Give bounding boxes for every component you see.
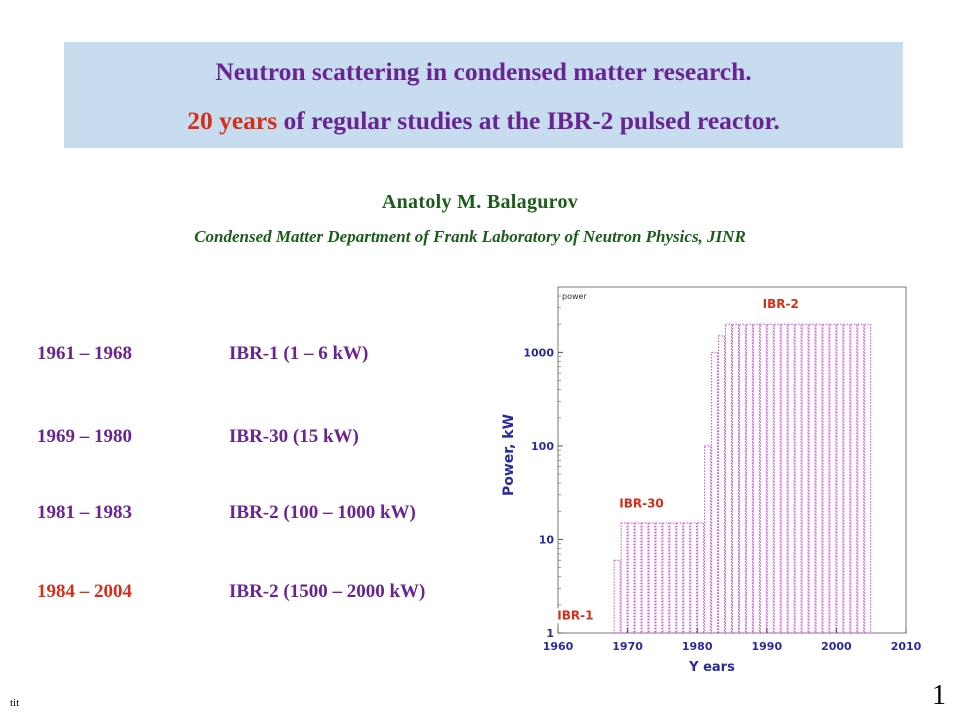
y-tick-label: 10: [539, 533, 555, 546]
chart-bar: [822, 323, 830, 634]
chart-bar: [759, 323, 767, 634]
timeline-reactor: IBR-2 (1500 – 2000 kW): [229, 581, 426, 602]
chart-bar: [766, 323, 774, 634]
chart-bar: [613, 559, 621, 634]
chart-bar: [704, 445, 712, 634]
chart-bar: [718, 335, 726, 634]
chart-bar: [669, 522, 677, 634]
chart-bar: [787, 323, 795, 634]
chart-bar: [815, 323, 823, 634]
chart-bar: [690, 522, 698, 634]
chart-bar: [843, 323, 851, 634]
timeline-years: 1961 – 1968: [37, 343, 132, 364]
timeline-reactor: IBR-1 (1 – 6 kW): [229, 343, 369, 364]
chart-bar: [634, 522, 642, 634]
title-highlight: 20 years: [187, 106, 278, 135]
chart-bar: [662, 522, 670, 634]
x-tick-label: 1990: [751, 640, 782, 653]
title-line-1: Neutron scattering in condensed matter r…: [215, 57, 752, 86]
x-tick-label: 2010: [891, 640, 922, 653]
chart-bar: [711, 351, 719, 634]
title-line-2: 20 years of regular studies at the IBR-2…: [64, 106, 903, 136]
timeline-years: 1969 – 1980: [37, 426, 132, 447]
chart-annotation: IBR-30: [619, 496, 664, 510]
chart-bar: [738, 323, 746, 634]
chart-annotation: IBR-2: [763, 297, 799, 311]
timeline-reactor: IBR-2 (100 – 1000 kW): [229, 502, 416, 523]
chart-bar: [627, 522, 635, 634]
chart-bar: [732, 323, 739, 634]
timeline-years: 1981 – 1983: [37, 502, 132, 523]
x-axis-label: Y ears: [688, 660, 735, 675]
chart-bar: [857, 323, 865, 634]
x-tick-label: 1960: [543, 640, 574, 653]
annotation-background: [614, 496, 670, 512]
chart-bar: [683, 522, 691, 634]
chart-bar: [836, 323, 844, 634]
chart-corner-label: power: [562, 292, 587, 301]
title-banner: Neutron scattering in condensed matter r…: [64, 42, 903, 148]
chart-bar: [864, 323, 872, 634]
chart-annotation: IBR-1: [557, 608, 593, 622]
affiliation: Condensed Matter Department of Frank Lab…: [194, 227, 746, 246]
chart-bar: [745, 323, 753, 634]
footer-label: tit: [10, 697, 20, 709]
power-chart: 1960 1970 1980 1990 2000 2010 1 10 100 1000 power Y…: [501, 286, 922, 675]
timeline-reactor: IBR-30 (15 kW): [229, 426, 359, 447]
x-tick-label: 2000: [821, 640, 852, 653]
chart-bar: [780, 323, 788, 634]
x-tick-label: 1980: [682, 640, 713, 653]
chart-bar: [725, 323, 732, 634]
chart-bar: [697, 522, 705, 634]
author-name: Anatoly M. Balagurov: [381, 191, 579, 213]
chart-bar: [850, 323, 858, 634]
annotation-background: [552, 608, 599, 624]
chart-bar: [676, 522, 684, 634]
chart-bar: [655, 522, 663, 634]
chart-bar: [641, 522, 649, 634]
chart-bar: [801, 323, 809, 634]
y-tick-label: 100: [531, 440, 554, 453]
chart-bar: [648, 522, 656, 634]
page-number: 1: [932, 680, 946, 711]
y-axis-label: Power, kW: [501, 414, 517, 496]
chart-bar: [620, 522, 628, 634]
y-tick-label: 1000: [523, 346, 554, 359]
annotation-background: [757, 296, 804, 312]
chart-bar: [773, 323, 781, 634]
chart-bar: [808, 323, 816, 634]
timeline-years: 1984 – 2004: [37, 581, 132, 602]
chart-bar: [829, 323, 837, 634]
chart-bar: [752, 323, 760, 634]
title-line-2-rest: of regular studies at the IBR-2 pulsed r…: [277, 106, 780, 135]
chart-bar: [794, 323, 802, 634]
x-tick-label: 1970: [612, 640, 643, 653]
y-tick-label: 1: [546, 627, 554, 640]
